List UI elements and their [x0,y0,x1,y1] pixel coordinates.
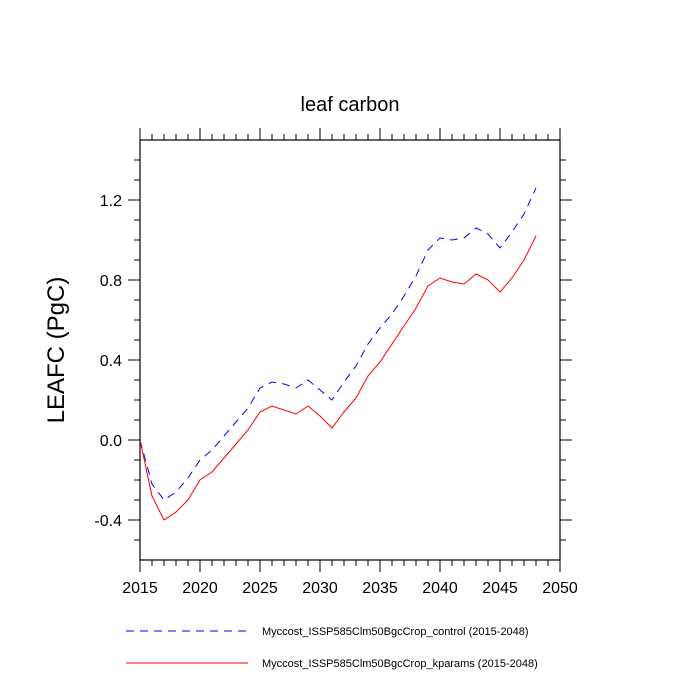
plot-frame [139,139,561,561]
y-tick-label: 1.2 [100,193,122,210]
x-tick-label: 2015 [122,580,158,597]
x-tick-label: 2020 [182,580,218,597]
x-tick-label: 2030 [302,580,338,597]
series-line-1 [139,187,537,501]
legend-label-2: Myccost_ISSP585Clm50BgcCrop_kparams (201… [262,658,538,670]
chart-title: leaf carbon [301,94,400,116]
axis-ticks [128,128,572,572]
tick-labels: 2015 2020 2025 2030 2035 2040 2045 2050 -0.4 0.0 0… [94,193,577,597]
y-tick-label: -0.4 [94,513,122,530]
x-tick-label: 2040 [422,580,458,597]
y-tick-label: 0.0 [100,433,122,450]
x-tick-label: 2045 [482,580,518,597]
y-tick-label: 0.4 [100,353,122,370]
plot-border [139,139,561,561]
y-axis-label: LEAFC (PgC) [43,277,70,424]
x-tick-label: 2050 [542,580,578,597]
legend: Myccost_ISSP585Clm50BgcCrop_control (201… [126,626,538,670]
series-line-2 [139,235,537,521]
x-tick-label: 2035 [362,580,398,597]
series-layer [139,187,537,521]
x-tick-label: 2025 [242,580,278,597]
legend-label-1: Myccost_ISSP585Clm50BgcCrop_control (201… [262,626,529,638]
y-tick-label: 0.8 [100,273,122,290]
